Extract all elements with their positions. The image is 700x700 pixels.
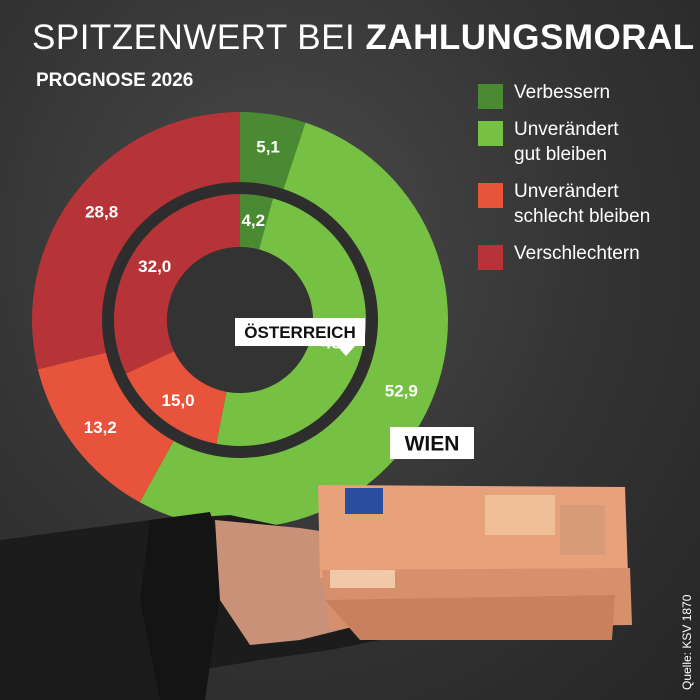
inner-ring-oesterreich: [114, 194, 367, 447]
tag-pointer: [337, 346, 355, 356]
euro-banknotes: [318, 485, 632, 640]
legend-label: Verbessern: [514, 82, 611, 103]
legend-label: Unverändert schlecht bleiben: [514, 181, 651, 227]
legend: Verbessern Unverändert gut bleiben Unver…: [478, 80, 698, 278]
legend-swatch: [478, 245, 503, 270]
value-label-outer-unveraendert-schlecht-bleiben: 13,2: [84, 418, 117, 437]
legend-item-verbessern: Verbessern: [478, 80, 698, 109]
value-label-inner-verschlechtern: 32,0: [138, 257, 171, 276]
slice-outer-verschlechtern: [31, 112, 240, 370]
slice-inner-unveraendert-schlecht-bleiben: [125, 351, 227, 444]
legend-label: Unverändert gut bleiben: [514, 119, 619, 165]
slice-outer-verbessern: [240, 112, 306, 190]
slice-inner-verschlechtern: [114, 194, 240, 374]
tag-box: [390, 427, 474, 459]
value-label-inner-verbessern: 4,2: [241, 211, 265, 230]
title-bold: ZAHLUNGSMORAL: [365, 18, 695, 57]
slice-inner-unveraendert-gut-bleiben: [216, 198, 367, 447]
legend-item-unveraendert-gut: Unverändert gut bleiben: [478, 117, 698, 167]
slice-outer-unveraendert-gut-bleiben: [139, 122, 449, 529]
chart-subtitle: PROGNOSE 2026: [36, 70, 194, 91]
series-tag-oesterreich: ÖSTERREICH: [235, 318, 365, 356]
value-label-outer-unveraendert-gut-bleiben: 52,9: [385, 381, 418, 400]
legend-item-unveraendert-schlecht: Unverändert schlecht bleiben: [478, 179, 698, 229]
legend-item-verschlechtern: Verschlechtern: [478, 241, 698, 270]
legend-swatch: [478, 121, 503, 146]
slice-outer-unveraendert-schlecht-bleiben: [37, 352, 174, 503]
value-label-outer-verschlechtern: 28,8: [85, 202, 118, 221]
legend-swatch: [478, 84, 503, 109]
outer-ring-wien: [31, 112, 449, 529]
title-light: SPITZENWERT BEI: [32, 18, 366, 57]
chart-title: SPITZENWERT BEI ZAHLUNGSMORAL: [32, 18, 695, 58]
legend-swatch: [478, 183, 503, 208]
legend-label: Verschlechtern: [514, 243, 640, 264]
hand-with-money-image: [0, 485, 632, 700]
value-label-outer-verbessern: 5,1: [256, 137, 280, 156]
series-tags: ÖSTERREICH WIEN: [235, 318, 474, 459]
slice-inner-verbessern: [240, 194, 273, 250]
series-tag-wien: WIEN: [390, 427, 474, 459]
source-note: Quelle: KSV 1870: [680, 594, 694, 690]
series-name-oesterreich: ÖSTERREICH: [244, 323, 355, 342]
series-name-wien: WIEN: [405, 433, 460, 456]
value-label-inner-unveraendert-schlecht-bleiben: 15,0: [162, 391, 195, 410]
tag-box: [235, 318, 365, 346]
